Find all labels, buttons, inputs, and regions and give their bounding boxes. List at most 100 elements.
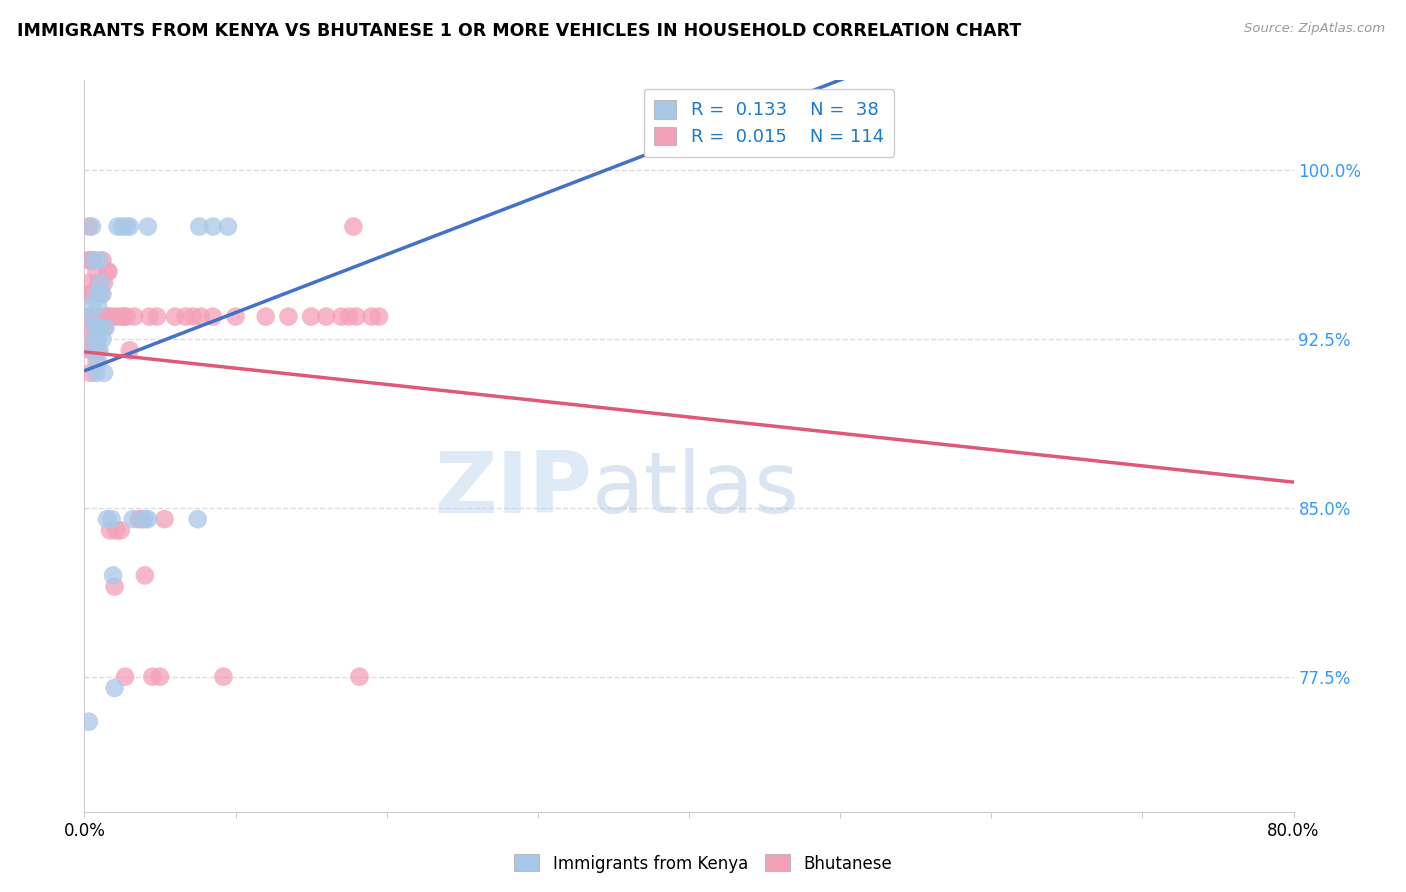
Point	[93, 276, 115, 290]
Point	[90, 321, 112, 335]
Point	[107, 310, 129, 324]
Point	[149, 670, 172, 684]
Point	[87, 343, 110, 358]
Point	[90, 276, 112, 290]
Point	[122, 310, 145, 324]
Point	[118, 343, 141, 358]
Point	[89, 321, 111, 335]
Point	[86, 354, 108, 368]
Point	[86, 366, 108, 380]
Point	[101, 568, 124, 582]
Point	[86, 287, 108, 301]
Point	[153, 512, 176, 526]
Point	[360, 310, 382, 324]
Point	[77, 253, 100, 268]
Point	[134, 512, 156, 526]
Point	[342, 219, 364, 234]
Point	[80, 343, 103, 358]
Point	[82, 332, 104, 346]
Point	[201, 219, 224, 234]
Point	[330, 310, 353, 324]
Point	[165, 310, 187, 324]
Point	[79, 366, 101, 380]
Point	[115, 219, 138, 234]
Point	[104, 580, 127, 594]
Point	[187, 512, 209, 526]
Point	[97, 264, 120, 278]
Text: ZIP: ZIP	[434, 449, 592, 532]
Point	[82, 253, 104, 268]
Point	[299, 310, 322, 324]
Point	[84, 343, 107, 358]
Point	[105, 524, 128, 538]
Point	[79, 253, 101, 268]
Point	[225, 310, 247, 324]
Point	[91, 332, 114, 346]
Point	[79, 343, 101, 358]
Point	[90, 287, 112, 301]
Point	[93, 321, 115, 335]
Point	[134, 568, 156, 582]
Point	[118, 219, 141, 234]
Point	[217, 219, 239, 234]
Point	[136, 219, 159, 234]
Point	[107, 219, 129, 234]
Point	[86, 264, 108, 278]
Point	[82, 343, 104, 358]
Point	[79, 310, 101, 324]
Point	[188, 219, 211, 234]
Point	[80, 253, 103, 268]
Point	[84, 321, 107, 335]
Point	[136, 512, 159, 526]
Point	[84, 332, 107, 346]
Point	[212, 670, 235, 684]
Point	[114, 670, 136, 684]
Point	[115, 310, 138, 324]
Point	[96, 512, 118, 526]
Point	[80, 287, 103, 301]
Point	[87, 298, 110, 312]
Point	[87, 310, 110, 324]
Point	[84, 321, 107, 335]
Point	[94, 321, 117, 335]
Point	[138, 310, 160, 324]
Point	[77, 219, 100, 234]
Point	[368, 310, 391, 324]
Point	[77, 714, 100, 729]
Text: Source: ZipAtlas.com: Source: ZipAtlas.com	[1244, 22, 1385, 36]
Point	[97, 310, 120, 324]
Point	[111, 310, 134, 324]
Point	[100, 512, 122, 526]
Point	[181, 310, 204, 324]
Point	[89, 253, 111, 268]
Text: atlas: atlas	[592, 449, 800, 532]
Legend: Immigrants from Kenya, Bhutanese: Immigrants from Kenya, Bhutanese	[508, 847, 898, 880]
Point	[89, 321, 111, 335]
Point	[80, 310, 103, 324]
Text: IMMIGRANTS FROM KENYA VS BHUTANESE 1 OR MORE VEHICLES IN HOUSEHOLD CORRELATION C: IMMIGRANTS FROM KENYA VS BHUTANESE 1 OR …	[17, 22, 1021, 40]
Point	[112, 310, 135, 324]
Point	[141, 670, 163, 684]
Point	[121, 512, 143, 526]
Point	[79, 310, 101, 324]
Point	[346, 310, 368, 324]
Point	[87, 276, 110, 290]
Point	[76, 287, 98, 301]
Point	[80, 219, 103, 234]
Point	[201, 310, 224, 324]
Legend: R =  0.133    N =  38, R =  0.015    N = 114: R = 0.133 N = 38, R = 0.015 N = 114	[644, 89, 894, 157]
Point	[89, 343, 111, 358]
Point	[87, 354, 110, 368]
Point	[96, 310, 118, 324]
Point	[277, 310, 299, 324]
Point	[94, 310, 117, 324]
Point	[82, 253, 104, 268]
Point	[77, 276, 100, 290]
Point	[76, 321, 98, 335]
Point	[91, 253, 114, 268]
Point	[315, 310, 337, 324]
Point	[337, 310, 360, 324]
Point	[87, 332, 110, 346]
Point	[82, 310, 104, 324]
Point	[128, 512, 150, 526]
